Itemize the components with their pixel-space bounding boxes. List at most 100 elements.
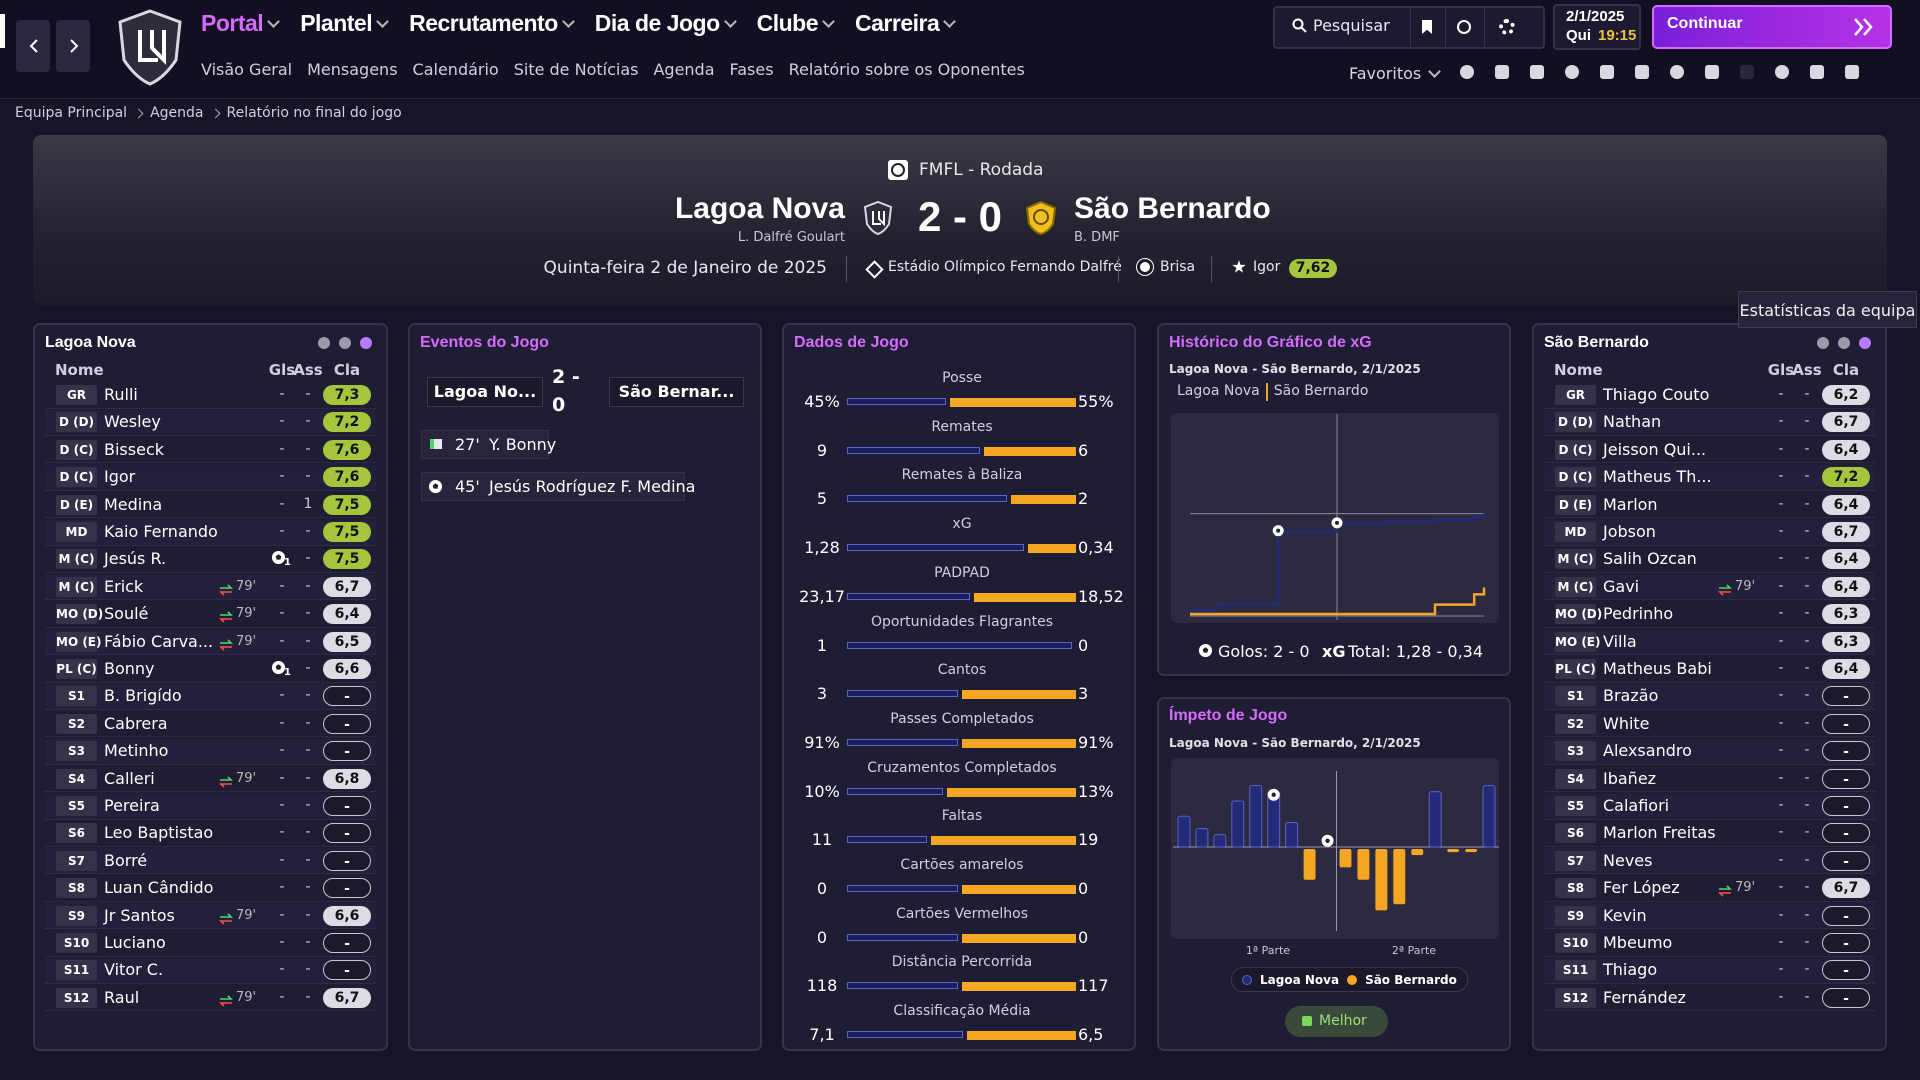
sub-menu-item[interactable]: Mensagens	[307, 60, 398, 79]
better-label[interactable]: Melhor	[1319, 1013, 1367, 1029]
player-name[interactable]: Luan Cândido	[104, 878, 214, 898]
nav-menu-label[interactable]: Recrutamento	[409, 10, 558, 36]
player-name[interactable]: Thiago	[1603, 960, 1658, 980]
team-tab[interactable]: Lagoa No...	[427, 377, 543, 407]
player-name[interactable]: Pereira	[104, 796, 160, 815]
page-dot[interactable]	[360, 337, 372, 349]
favorite-icon[interactable]	[1530, 65, 1544, 79]
favorite-icon[interactable]	[1635, 65, 1649, 79]
nav-menu[interactable]: Plantel	[300, 10, 389, 37]
legend-item[interactable]: Lagoa Nova	[1260, 972, 1340, 987]
nav-menu[interactable]: Recrutamento	[409, 10, 575, 37]
player-name[interactable]: Jeisson Qui...	[1603, 439, 1707, 459]
player-name[interactable]: Borré	[104, 850, 148, 870]
legend-item[interactable]: São Bernardo	[1365, 972, 1457, 987]
favorite-icon[interactable]	[1740, 65, 1754, 79]
player-name[interactable]: Wesley	[104, 412, 161, 432]
favorites[interactable]: Favoritos	[1349, 64, 1422, 83]
player-name[interactable]: Jr Santos	[104, 905, 175, 925]
nav-menu[interactable]: Dia de Jogo	[594, 10, 737, 37]
sub-menu-item[interactable]: Visão Geral	[201, 60, 293, 79]
player-name[interactable]: B. Brigído	[104, 686, 182, 706]
breadcrumb-item[interactable]: Equipa Principal	[15, 105, 128, 121]
back-button[interactable]	[16, 20, 50, 72]
favorite-icon[interactable]	[1845, 65, 1859, 79]
page-dot[interactable]	[1838, 337, 1850, 349]
legend-item[interactable]: Lagoa Nova	[1177, 383, 1260, 399]
page-dot[interactable]	[318, 337, 330, 349]
favorite-icon[interactable]	[1565, 65, 1579, 79]
player-name[interactable]: Vitor C.	[104, 960, 164, 980]
settings-icon[interactable]	[1499, 19, 1515, 35]
player-name[interactable]: Gavi	[1603, 576, 1640, 596]
page-dot[interactable]	[339, 337, 351, 349]
player-name[interactable]: Alexsandro	[1603, 741, 1692, 761]
player-name[interactable]: Neves	[1603, 850, 1653, 870]
sub-menu-item[interactable]: Agenda	[653, 60, 715, 79]
player-name[interactable]: Villa	[1603, 631, 1637, 651]
favorite-icon[interactable]	[1460, 65, 1474, 79]
player-name[interactable]: Fer López	[1603, 878, 1680, 898]
player-name[interactable]: Igor	[104, 467, 136, 487]
player-name[interactable]: Metinho	[104, 741, 169, 761]
player-name[interactable]: Raul	[104, 987, 140, 1007]
favorite-icon[interactable]	[1810, 65, 1824, 79]
player-name[interactable]: Medina	[104, 494, 163, 514]
sub-menu-item[interactable]: Site de Notícias	[513, 60, 639, 79]
favorite-icon[interactable]	[1495, 65, 1509, 79]
team-tab[interactable]: São Bernar...	[609, 377, 744, 407]
sub-menu-item[interactable]: Fases	[729, 60, 774, 79]
nav-menu[interactable]: Clube	[756, 10, 835, 37]
player-name[interactable]: White	[1603, 713, 1650, 733]
nav-menu-label[interactable]: Plantel	[300, 10, 373, 36]
bookmark-icon[interactable]	[1422, 20, 1432, 34]
player-name[interactable]: Ibañez	[1603, 768, 1657, 788]
player-name[interactable]: Fernández	[1603, 987, 1686, 1007]
ball-icon[interactable]	[1457, 20, 1471, 34]
nav-menu-label[interactable]: Portal	[201, 10, 264, 36]
player-name[interactable]: Mbeumo	[1603, 933, 1673, 952]
player-name[interactable]: Thiago Couto	[1603, 385, 1710, 404]
nav-menu-label[interactable]: Clube	[756, 10, 819, 36]
breadcrumb-item[interactable]: Agenda	[150, 105, 204, 121]
legend-item[interactable]: São Bernardo	[1273, 383, 1369, 399]
player-name[interactable]: Kevin	[1603, 905, 1647, 925]
continue-label[interactable]: Continuar	[1667, 15, 1743, 32]
nav-menu-label[interactable]: Carreira	[855, 10, 940, 36]
player-name[interactable]: Pedrinho	[1603, 604, 1674, 624]
player-name[interactable]: Calleri	[104, 768, 155, 788]
player-name[interactable]: Brazão	[1603, 686, 1659, 706]
sub-menu-item[interactable]: Relatório sobre os Oponentes	[788, 60, 1025, 79]
favorite-icon[interactable]	[1600, 65, 1614, 79]
player-name[interactable]: Jobson	[1603, 522, 1656, 541]
player-name[interactable]: Salih Ozcan	[1603, 549, 1697, 569]
nav-menu[interactable]: Portal	[201, 10, 281, 37]
player-name[interactable]: Matheus Babi	[1603, 659, 1712, 678]
player-name[interactable]: Marlon	[1603, 494, 1658, 514]
favorite-icon[interactable]	[1705, 65, 1719, 79]
player-name[interactable]: Marlon Freitas	[1603, 823, 1716, 843]
sub-menu-item[interactable]: Calendário	[412, 60, 499, 79]
player-name[interactable]: Rulli	[104, 385, 138, 404]
player-name[interactable]: Fábio Carva...	[104, 631, 214, 651]
player-name[interactable]: Calafiori	[1603, 796, 1670, 815]
player-name[interactable]: Bisseck	[104, 439, 164, 459]
player-name[interactable]: Cabrera	[104, 713, 168, 733]
player-name[interactable]: Matheus Th...	[1603, 467, 1712, 487]
player-name[interactable]: Kaio Fernando	[104, 522, 218, 541]
player-name[interactable]: Leo Baptistao	[104, 823, 214, 843]
nav-menu[interactable]: Carreira	[855, 10, 957, 37]
nav-menu-label[interactable]: Dia de Jogo	[594, 10, 720, 36]
forward-button[interactable]	[56, 20, 90, 72]
player-name[interactable]: Soulé	[104, 604, 149, 624]
continue-button[interactable]	[1652, 5, 1892, 49]
breadcrumb-item[interactable]: Relatório no final do jogo	[226, 105, 402, 121]
player-name[interactable]: Jesús R.	[104, 549, 167, 569]
search-label[interactable]: Pesquisar	[1313, 16, 1390, 35]
favorite-icon[interactable]	[1775, 65, 1789, 79]
player-name[interactable]: Luciano	[104, 933, 166, 952]
player-name[interactable]: Bonny	[104, 659, 155, 678]
player-name[interactable]: Erick	[104, 576, 144, 596]
favorite-icon[interactable]	[1670, 65, 1684, 79]
page-dot[interactable]	[1859, 337, 1871, 349]
